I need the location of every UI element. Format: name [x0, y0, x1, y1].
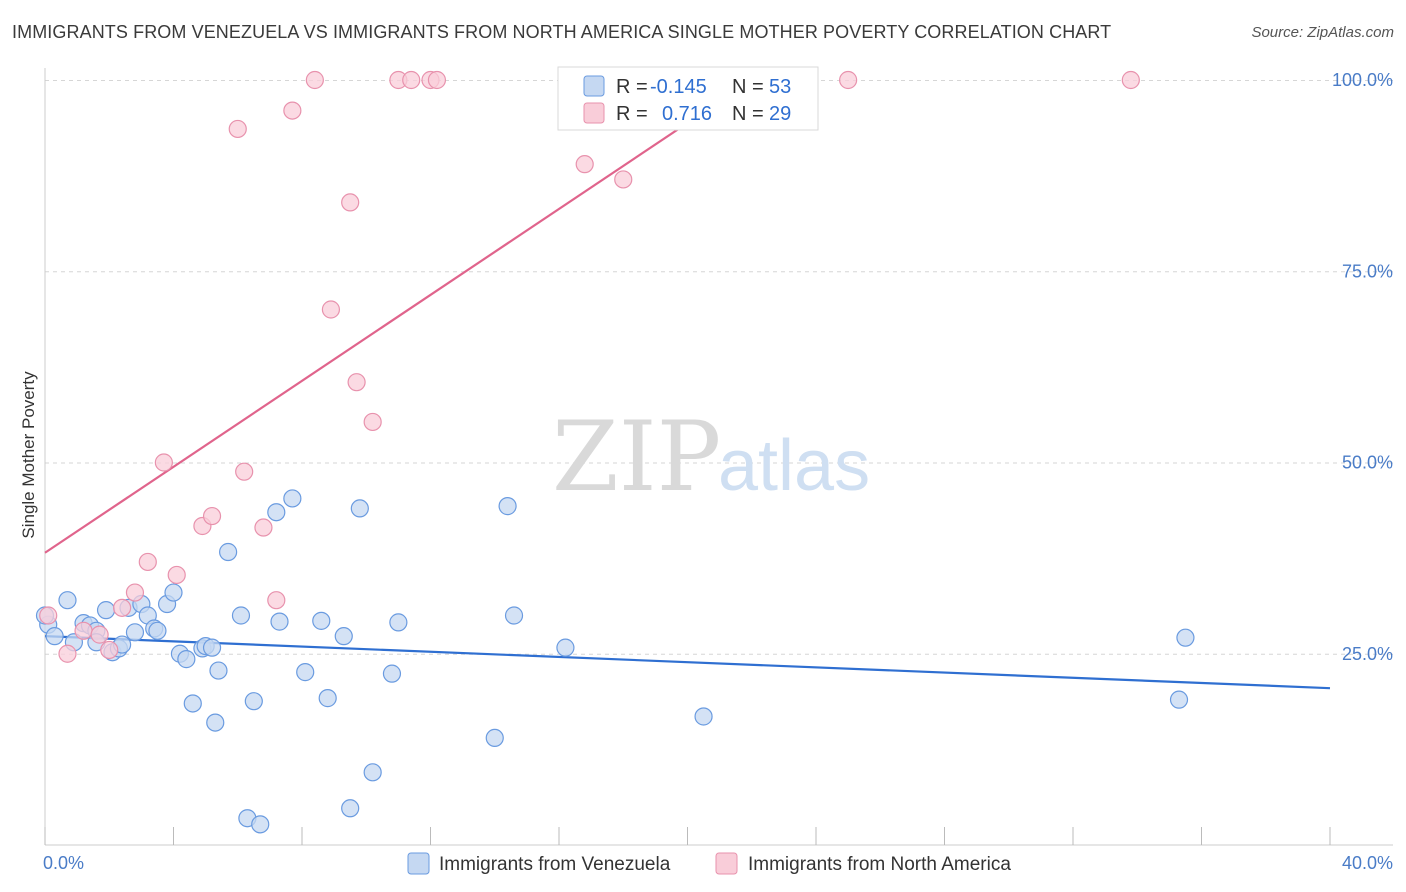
venezuela-point-36	[296, 663, 315, 682]
north-america-point-4	[100, 640, 119, 660]
venezuela-point-13	[125, 623, 145, 642]
venezuela-point-1	[45, 627, 64, 646]
legend-n-value-2: 29	[769, 103, 791, 125]
legend-bottom-label-venezuela: Immigrants from Venezuela	[439, 854, 671, 875]
venezuela-point-47	[504, 606, 524, 625]
venezuela-point-35	[283, 489, 302, 508]
venezuela-point-34	[270, 612, 289, 631]
venezuela-point-31	[244, 692, 263, 711]
north-america-trend-line	[44, 79, 753, 554]
venezuela-point-45	[485, 728, 504, 748]
north-america-point-18	[321, 300, 341, 319]
legend-n-value-1: 53	[769, 76, 791, 98]
y-axis-label: Single Mother Poverty	[19, 371, 38, 539]
y-tick-label-1: 50.0%	[1342, 453, 1393, 473]
north-america-point-20	[347, 373, 366, 392]
y-tick-label-0: 25.0%	[1342, 644, 1393, 664]
north-america-point-7	[138, 552, 157, 572]
venezuela-point-27	[209, 661, 228, 680]
venezuela-point-50	[1169, 690, 1189, 709]
data-points	[35, 70, 1195, 834]
north-america-point-25	[427, 70, 447, 90]
venezuela-point-2	[58, 591, 77, 610]
venezuela-point-37	[312, 611, 331, 630]
north-america-point-3	[90, 625, 109, 644]
north-america-point-26	[575, 155, 594, 174]
tick-labels: 25.0% 50.0% 75.0% 100.0% 0.0% 40.0%	[43, 70, 1393, 873]
axes	[44, 68, 1393, 846]
trend-lines	[44, 79, 1331, 690]
watermark-atlas: atlas	[718, 426, 870, 506]
north-america-point-17	[305, 70, 324, 90]
legend-r-label-1: R =	[616, 76, 648, 98]
north-america-point-27	[614, 170, 633, 189]
north-america-point-5	[112, 598, 132, 617]
venezuela-point-25	[202, 638, 222, 657]
venezuela-point-42	[363, 763, 382, 782]
venezuela-point-39	[334, 627, 353, 646]
y-tick-label-3: 100.0%	[1332, 70, 1393, 90]
legend-r-label-2: R =	[616, 103, 648, 125]
venezuela-point-41	[350, 499, 369, 518]
north-america-point-14	[254, 518, 273, 537]
chart-source: Source: ZipAtlas.com	[1251, 24, 1394, 41]
north-america-point-12	[228, 119, 247, 139]
north-america-point-11	[202, 506, 222, 526]
chart-title: IMMIGRANTS FROM VENEZUELA VS IMMIGRANTS …	[12, 22, 1112, 42]
north-america-point-28	[839, 70, 858, 90]
venezuela-point-44	[389, 613, 408, 632]
legend-r-value-1: -0.145	[650, 76, 707, 98]
venezuela-point-48	[556, 638, 575, 657]
north-america-point-9	[167, 565, 186, 585]
north-america-point-21	[363, 412, 382, 432]
venezuela-point-22	[183, 694, 202, 713]
legend-n-label-2: N =	[732, 103, 764, 125]
venezuela-point-21	[177, 650, 196, 669]
venezuela-point-33	[267, 503, 286, 522]
north-america-point-13	[235, 462, 254, 481]
venezuela-point-8	[96, 601, 116, 620]
venezuela-point-38	[318, 689, 337, 708]
legend-top: R = -0.145 N = 53 R = 0.716 N = 29	[557, 66, 819, 131]
legend-bottom-label-north-america: Immigrants from North America	[748, 854, 1011, 875]
north-america-point-8	[154, 453, 173, 472]
venezuela-point-26	[206, 713, 225, 732]
venezuela-point-32	[251, 815, 270, 834]
x-tick-label-0: 0.0%	[43, 853, 84, 873]
venezuela-point-28	[219, 542, 238, 562]
venezuela-point-51	[1176, 628, 1195, 647]
north-america-point-29	[1121, 70, 1140, 90]
venezuela-point-40	[341, 799, 360, 818]
watermark-zip: ZIP	[552, 401, 721, 513]
north-america-point-15	[267, 591, 286, 610]
north-america-point-23	[402, 70, 421, 90]
watermark: ZIP atlas	[552, 401, 870, 513]
legend-bottom: Immigrants from Venezuela Immigrants fro…	[407, 852, 1011, 875]
legend-swatch-blue	[583, 75, 605, 97]
legend-bottom-swatch-blue	[407, 852, 430, 875]
grid-lines	[45, 80, 1393, 655]
venezuela-point-17	[148, 621, 167, 640]
legend-bottom-swatch-pink	[715, 852, 738, 875]
legend-r-value-2: 0.716	[662, 103, 712, 125]
legend-n-label-1: N =	[732, 76, 764, 98]
north-america-point-19	[341, 193, 360, 212]
north-america-point-2	[74, 621, 93, 640]
north-america-point-16	[283, 101, 302, 120]
north-america-point-1	[58, 644, 77, 663]
legend-swatch-pink	[583, 102, 605, 124]
venezuela-trend-line	[44, 635, 1331, 690]
y-tick-label-2: 75.0%	[1342, 261, 1393, 281]
x-tick-label-1: 40.0%	[1342, 853, 1393, 873]
venezuela-point-43	[382, 664, 402, 683]
venezuela-point-46	[498, 497, 517, 516]
venezuela-point-19	[164, 583, 183, 602]
north-america-point-0	[39, 606, 58, 625]
venezuela-point-29	[231, 606, 251, 625]
north-america-point-6	[125, 583, 145, 602]
venezuela-point-49	[694, 707, 713, 726]
